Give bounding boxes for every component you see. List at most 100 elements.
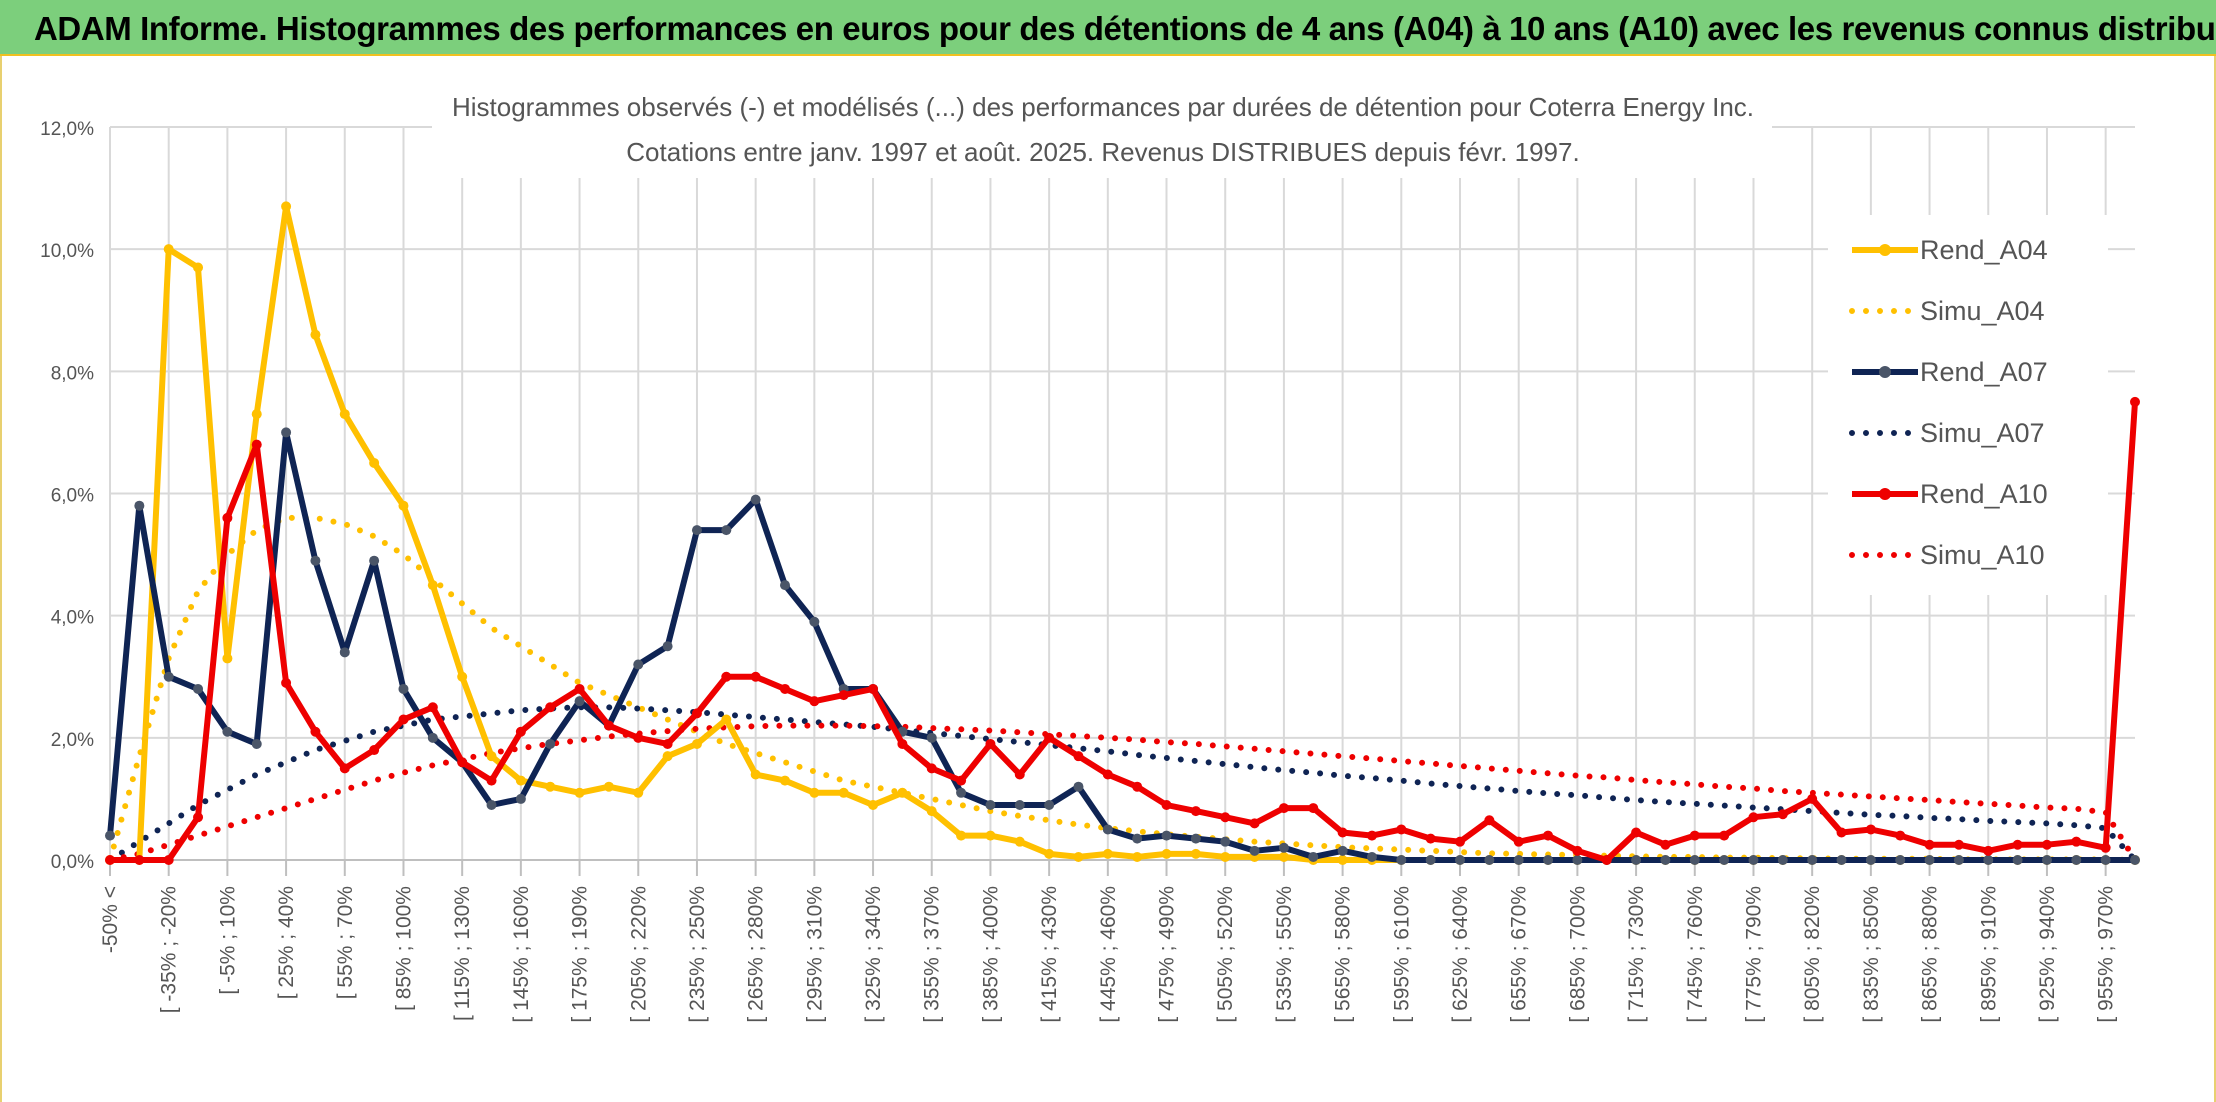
data-point <box>1865 855 1876 865</box>
data-point <box>2041 855 2052 865</box>
data-point <box>574 683 585 694</box>
legend-item-Simu_A07: Simu_A07 <box>1849 418 2045 448</box>
data-point <box>281 427 292 438</box>
data-point <box>310 555 321 566</box>
data-point <box>281 677 292 688</box>
data-point <box>1161 800 1172 811</box>
data-point <box>1366 830 1377 841</box>
report-title: ADAM Informe. Histogrammes des performan… <box>34 10 2216 47</box>
legend-item-Simu_A10: Simu_A10 <box>1849 540 2045 570</box>
data-point <box>633 659 644 670</box>
data-point <box>1161 848 1172 859</box>
x-tick-label: [ 385% ; 400% <box>979 886 1002 1023</box>
x-tick-label: [ 505% ; 520% <box>1214 886 1237 1023</box>
data-point <box>662 641 673 652</box>
y-tick-label: 10,0% <box>40 241 94 262</box>
data-point <box>1631 827 1642 838</box>
data-point <box>310 329 321 340</box>
data-point <box>868 683 879 694</box>
data-point <box>427 732 438 743</box>
data-point <box>1337 855 1348 865</box>
data-point <box>633 732 644 743</box>
legend-item-Rend_A10: Rend_A10 <box>1852 479 2048 509</box>
data-point <box>2100 855 2111 865</box>
data-point <box>1102 769 1113 780</box>
x-tick-label: [ 295% ; 310% <box>803 886 826 1023</box>
data-point <box>2041 839 2052 850</box>
data-point <box>1278 803 1289 814</box>
x-tick-label: [ 895% ; 910% <box>1977 886 2000 1023</box>
data-point <box>427 580 438 591</box>
data-point <box>1953 855 1964 865</box>
x-tick-label: [ 445% ; 460% <box>1097 886 1120 1023</box>
data-point <box>1777 809 1788 820</box>
data-point <box>1895 855 1906 865</box>
y-tick-label: 0,0% <box>51 852 94 873</box>
legend-label: Rend_A07 <box>1920 357 2048 387</box>
data-point <box>1719 855 1730 865</box>
data-point <box>486 800 497 811</box>
axes: 0,0% 2,0% 4,0% 6,0% 8,0% 10,0% 12,0% -50% < [ -3… <box>40 119 2135 1023</box>
data-point <box>956 775 967 786</box>
x-tick-label: [ 625% ; 640% <box>1449 886 1472 1023</box>
data-point <box>662 738 673 749</box>
data-point <box>838 690 849 701</box>
data-point <box>105 855 115 865</box>
legend: Rend_A04 Simu_A04 Rend_A07 Simu_A07 Rend_A10… <box>1828 215 2108 595</box>
chart-frame <box>0 56 2216 1102</box>
data-point <box>1543 830 1554 841</box>
data-point <box>956 830 967 841</box>
data-point <box>1073 751 1084 762</box>
data-point <box>1337 827 1348 838</box>
y-tick-label: 4,0% <box>51 608 94 629</box>
x-tick-label: [ -35% ; -20% <box>158 886 181 1013</box>
x-tick-label: [ 415% ; 430% <box>1038 886 1061 1023</box>
data-point <box>2100 842 2111 853</box>
series-line-Simu_A10 <box>107 722 2138 863</box>
data-point <box>1484 815 1495 826</box>
data-point <box>2012 839 2023 850</box>
data-point <box>398 714 409 725</box>
data-point <box>1278 851 1289 862</box>
data-point <box>1014 836 1025 847</box>
data-point <box>985 830 996 841</box>
data-point <box>691 708 702 719</box>
data-point <box>251 738 262 749</box>
data-point <box>1396 824 1407 835</box>
data-point <box>956 787 967 798</box>
data-point <box>691 738 702 749</box>
data-point <box>427 702 438 713</box>
x-tick-label: [ 655% ; 670% <box>1508 886 1531 1023</box>
data-point <box>1777 855 1788 865</box>
data-point <box>2130 855 2140 865</box>
data-point <box>1425 855 1436 865</box>
data-point <box>809 696 820 707</box>
data-point <box>1689 830 1700 841</box>
series-line-Rend_A10 <box>110 401 2138 863</box>
data-point <box>926 732 937 743</box>
data-point <box>515 793 526 804</box>
data-point <box>2071 836 2082 847</box>
data-point <box>1337 845 1348 856</box>
y-tick-label: 8,0% <box>51 363 94 384</box>
data-point <box>515 775 526 786</box>
data-point <box>1572 855 1583 865</box>
data-point <box>1073 781 1084 792</box>
data-point <box>1807 793 1818 804</box>
data-point <box>1132 833 1143 844</box>
data-point <box>603 720 614 731</box>
data-point <box>1513 855 1524 865</box>
data-point <box>1983 855 1994 865</box>
data-point <box>222 512 233 523</box>
data-point <box>339 647 350 658</box>
data-point <box>105 830 115 841</box>
report-banner: ADAM Informe. Histogrammes des performan… <box>0 0 2216 56</box>
x-tick-label: [ 355% ; 370% <box>921 886 944 1023</box>
legend-background <box>1828 215 2108 595</box>
data-point <box>574 696 585 707</box>
data-point <box>1631 855 1642 865</box>
data-point <box>2012 855 2023 865</box>
x-tick-label: -50% < <box>99 886 122 953</box>
data-point <box>1836 855 1847 865</box>
legend-marker <box>1879 488 1891 500</box>
